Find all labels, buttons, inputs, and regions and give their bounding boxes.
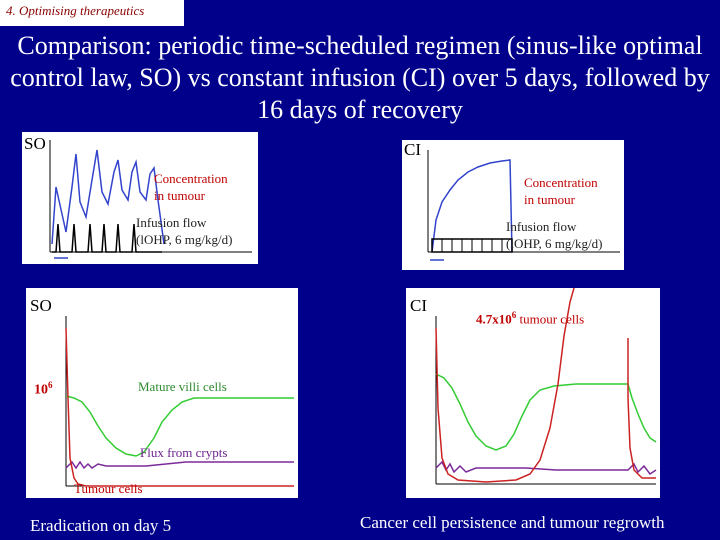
mature-villi-curve [435,373,657,451]
infusion-label: Infusion flow (lOHP, 6 mg/kg/d) [136,215,233,247]
ci-concentration-plot: CI Concentration in tumour Infusion flow… [402,140,624,270]
flux-from-crypts-curve [435,460,657,476]
concentration-curve [51,149,165,245]
tumour-regrowth-curve [627,338,656,479]
mature-villi-curve [65,395,294,457]
infusion-label: Infusion flow (lOHP, 6 mg/kg/d) [506,219,603,251]
concentration-curve [431,159,513,253]
plot-corner-label: CI [404,140,421,159]
ci-concentration-chart [427,150,620,261]
slide-title: Comparison: periodic time-scheduled regi… [10,31,710,124]
ci-cells-chart [435,288,657,485]
flux-from-crypts-curve [65,460,294,470]
right-caption: Cancer cell persistence and tumour regro… [360,513,665,532]
tumour-cells-label: Tumour cells [74,481,143,496]
flux-from-crypts-label: Flux from crypts [140,445,228,460]
tumour-cells-curve [65,327,294,487]
tumour-cells-curve [435,288,575,483]
plot-corner-label: SO [30,296,52,315]
so-concentration-chart [49,140,252,259]
mature-villi-label: Mature villi cells [138,379,227,394]
plot-corner-label: SO [24,134,46,153]
y-tick-label: 106 [34,380,53,398]
ci-cells-plot: CI 4.7x106 tumour cells [406,288,660,498]
concentration-label: Concentration in tumour [154,171,228,203]
concentration-label: Concentration in tumour [524,175,598,207]
so-cells-chart [65,316,294,487]
plot-corner-label: CI [410,296,427,315]
tumour-count-label: 4.7x106 tumour cells [476,310,585,327]
left-caption: Eradication on day 5 [30,516,172,535]
so-concentration-plot: SO Concentration in tumour Infusion flow… [22,132,258,264]
infusion-curve [52,223,162,253]
so-cells-plot: SO 106 Mature villi cells Flux from cryp… [26,288,298,498]
section-label: 4. Optimising therapeutics [0,0,184,26]
